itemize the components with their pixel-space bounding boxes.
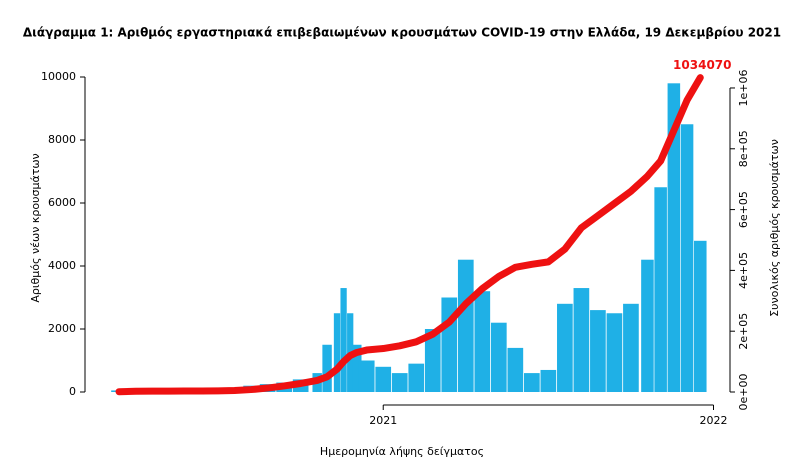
bar [590,310,606,392]
y-tick-label: 10000 [41,70,76,83]
y2-tick-label: 0e+00 [737,374,750,411]
bar [352,344,362,392]
y-tick-label: 6000 [48,196,76,209]
bar [340,288,347,392]
y-tick-label: 0 [69,385,76,398]
x-tick-label: 2022 [699,414,727,427]
bar [457,259,474,392]
bar [391,373,408,392]
bar [408,363,425,392]
y-axis-label: Αριθμός νέων κρουσμάτων [29,153,42,302]
y2-tick-label: 4e+05 [737,252,750,289]
bar [606,313,623,392]
bar [474,291,491,392]
bar [667,83,681,392]
y2-tick-label: 1e+06 [737,69,750,106]
bar [557,303,573,392]
bar [694,240,707,392]
bar [654,187,667,392]
chart-title: Διάγραμμα 1: Αριθμός εργαστηριακά επιβεβ… [23,26,781,40]
y2-axis-label: Συνολικός αριθμός κρουσμάτων [768,139,781,317]
bar [358,360,375,392]
x-axis-label: Ημερομηνία λήψης δείγματος [320,445,484,458]
bar [490,322,507,392]
bar [507,347,524,392]
bar [375,366,392,392]
bar [623,303,639,392]
bar [424,329,441,392]
bar [333,313,341,392]
bar [680,124,694,393]
bar [322,344,332,392]
y2-tick-label: 6e+05 [737,191,750,228]
y-tick-label: 2000 [48,322,76,335]
bar [540,369,557,392]
y2-tick-label: 2e+05 [737,313,750,350]
x-tick-label: 2021 [369,414,397,427]
bar [573,288,590,392]
cumulative-line [115,74,704,396]
annotation: 1034070 [673,58,731,72]
y-tick-label: 8000 [48,133,76,146]
bar [641,259,654,392]
bar [523,373,540,392]
y-tick-label: 4000 [48,259,76,272]
y2-tick-label: 8e+05 [737,130,750,167]
